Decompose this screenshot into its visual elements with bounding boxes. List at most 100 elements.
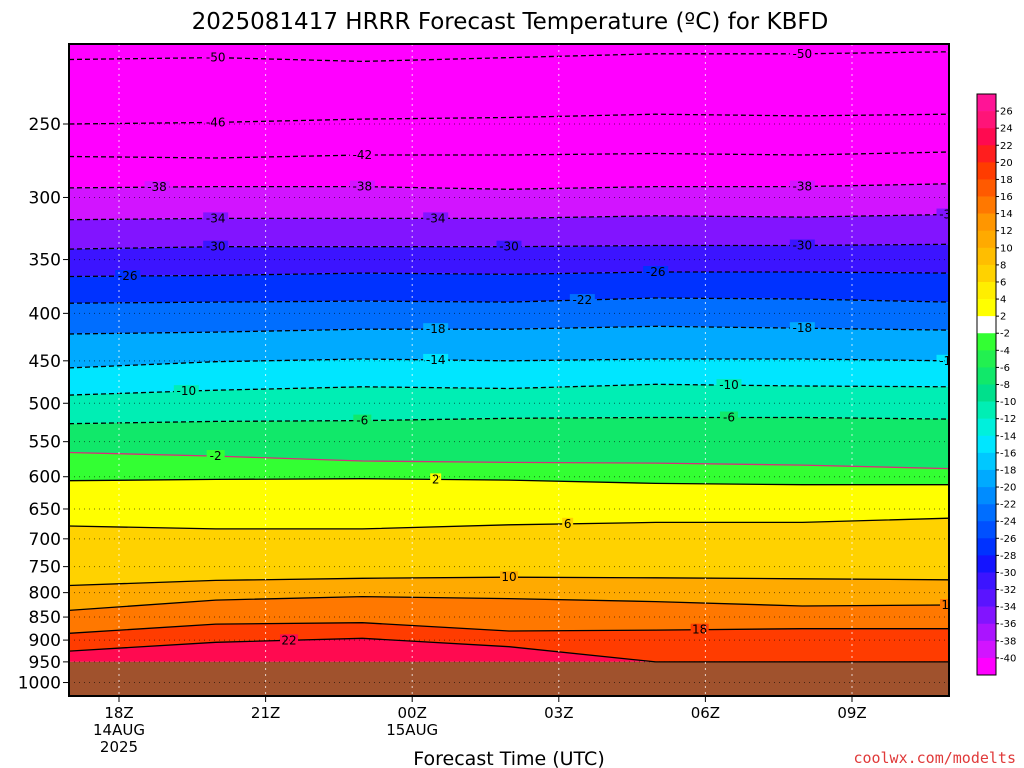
colorbar-swatch: [977, 623, 996, 642]
colorbar-label: -28: [1000, 551, 1016, 562]
colorbar-label: 10: [1000, 243, 1013, 254]
plot-frame: [68, 43, 950, 697]
colorbar-label: -6: [1000, 363, 1010, 374]
contour-label: -34: [426, 211, 446, 225]
contour-line: [69, 297, 949, 304]
temperature-band: [69, 298, 949, 334]
x-tick-label: 03Z: [544, 704, 573, 722]
colorbar-label: 26: [1000, 107, 1013, 118]
colorbar-label: -22: [1000, 500, 1016, 511]
colorbar-label: -10: [1000, 397, 1016, 408]
colorbar-swatch: [977, 640, 996, 659]
contour-label-bg: [423, 323, 449, 336]
contour-label: 10: [501, 570, 516, 584]
contour-line: [69, 478, 949, 486]
colorbar-label: 8: [1000, 260, 1006, 271]
temperature-band: [69, 44, 949, 62]
colorbar-label: 18: [1000, 175, 1013, 186]
contour-lines: -50 -50-46-42-38 -38 -38-34 -34 -34-30 -30 -30-…: [69, 47, 1024, 663]
y-tick-label: 450: [29, 352, 61, 372]
contour-label: -10: [719, 378, 739, 392]
temperature-band: [69, 577, 949, 611]
colorbar-swatch: [977, 128, 996, 146]
y-tick-label: 250: [29, 115, 61, 135]
colorbar-label: -16: [1000, 448, 1016, 459]
colorbar-swatch: [977, 196, 996, 214]
colorbar-label: -20: [1000, 483, 1016, 494]
contour-label-bg: [716, 379, 742, 392]
temperature-band: [69, 114, 949, 158]
contour-label: -10: [177, 384, 197, 398]
colorbar-label: -2: [1000, 329, 1010, 340]
contour-label-bg: [720, 411, 738, 424]
contour-line: [69, 151, 949, 159]
colorbar-label: -8: [1000, 380, 1010, 391]
y-tick-label: 850: [29, 608, 61, 628]
colorbar-label: 12: [1000, 226, 1013, 237]
colorbar-label: -32: [1000, 585, 1016, 596]
contour-label-bg: [203, 212, 229, 225]
colorbar-label: 2: [1000, 312, 1006, 323]
colorbar-swatch: [977, 94, 996, 112]
contour-label-bg: [115, 270, 141, 283]
contour-label: -26: [118, 269, 138, 283]
contour-label-bg: [1010, 381, 1024, 393]
contour-label-bg: [1017, 512, 1024, 524]
colorbar-swatch: [977, 213, 996, 232]
temperature-band: [69, 478, 949, 529]
y-axis: 250 300 350 400 450 500 550 600 650 700 750 800 850 9…: [18, 115, 69, 694]
colorbar-label: 24: [1000, 124, 1013, 135]
contour-label: -50: [793, 47, 813, 61]
colorbar-label: -14: [1000, 431, 1016, 442]
contour-line: [69, 325, 949, 335]
colorbar-swatch: [977, 555, 996, 573]
below-ground: [69, 661, 949, 696]
colorbar-label: 16: [1000, 192, 1013, 203]
colorbar: 26 24 22 20 18 16 14 12 10 8 6 4 2 -2 -4 -6 -8 -10 -12 -14 -…: [976, 93, 1016, 676]
contour-label-bg: [789, 322, 815, 335]
contour-label-bg: [690, 623, 709, 636]
colorbar-swatch: [977, 435, 996, 454]
x-tick-label: 06Z: [691, 704, 720, 722]
contour-label: -50: [206, 51, 226, 65]
contour-line: [69, 622, 949, 634]
y-tick-label: 350: [29, 251, 61, 271]
colorbar-label: -34: [1000, 602, 1016, 613]
colorbar-swatch: [977, 111, 996, 129]
colorbar-label: -12: [1000, 414, 1016, 425]
temperature-band: [69, 359, 949, 396]
contour-label-bg: [430, 473, 442, 486]
colorbar-label: 6: [1000, 277, 1006, 288]
colorbar-label: 22: [1000, 141, 1013, 152]
contour-label: -18: [426, 322, 446, 336]
colorbar-swatch: [977, 521, 996, 539]
colorbar-swatch: [977, 367, 996, 385]
colorbar-label: -40: [1000, 653, 1016, 664]
x-axis-label: Forecast Time (UTC): [413, 748, 604, 768]
contour-label: 18: [692, 623, 707, 637]
chart-title: 2025081417 HRRR Forecast Temperature (ºC…: [192, 9, 829, 35]
contour-label-bg: [203, 240, 229, 253]
temperature-band: [69, 518, 949, 586]
contour-label-bg: [569, 294, 595, 307]
contour-line: [69, 595, 949, 612]
contour-label: -10: [1013, 380, 1024, 394]
y-tick-label: 650: [29, 500, 61, 520]
y-tick-label: 950: [29, 653, 61, 673]
y-tick-label: 550: [29, 433, 61, 453]
colorbar-swatch: [977, 384, 996, 402]
contour-label: -2: [210, 449, 222, 463]
colorbar-swatch: [977, 316, 996, 334]
colorbar-label: -26: [1000, 534, 1016, 545]
contour-label-bg: [423, 212, 449, 225]
colorbar-swatch: [977, 299, 996, 317]
temperature-band: [69, 183, 949, 220]
contour-label-bg: [144, 181, 170, 194]
colorbar-swatch: [977, 264, 996, 283]
contour-label-bg: [789, 47, 815, 60]
contour-label-bg: [500, 571, 518, 584]
contour-label-bg: [936, 208, 949, 221]
colorbar-swatch: [977, 281, 996, 300]
colorbar-swatch: [977, 538, 996, 556]
